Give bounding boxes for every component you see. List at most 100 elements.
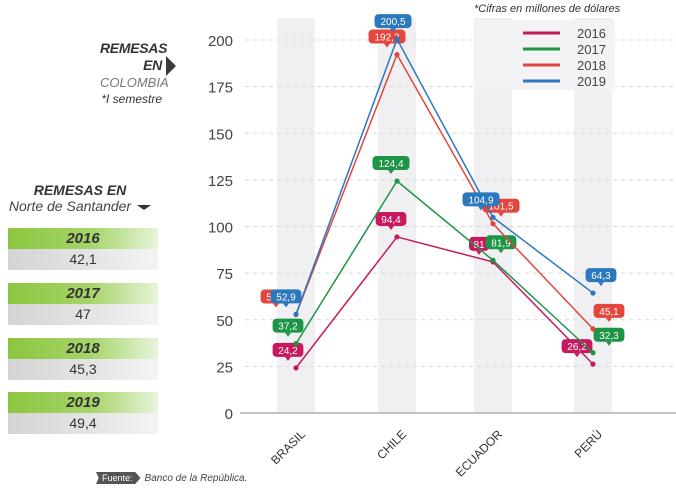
data-label-text: 45,1 xyxy=(599,307,619,318)
data-point xyxy=(394,36,400,42)
year-box-2017: 2017 47 xyxy=(8,283,158,325)
data-label-text: 24,2 xyxy=(278,346,298,357)
year-box-2018: 2018 45,3 xyxy=(8,338,158,380)
data-label-bg xyxy=(372,155,410,170)
series-line-2016 xyxy=(295,236,594,369)
units-note: *Cifras en millones de dólares xyxy=(474,3,621,15)
data-label-bg xyxy=(469,236,489,251)
data-point xyxy=(293,311,299,317)
year-box-2016: 2016 42,1 xyxy=(8,228,158,270)
data-point xyxy=(590,290,596,296)
x-tick-label: CHILE xyxy=(374,427,409,462)
data-label-bg xyxy=(272,318,304,333)
data-label-pointer xyxy=(388,169,394,174)
data-label-text: 94,4 xyxy=(381,215,401,226)
data-label-text: 26,2 xyxy=(567,342,587,353)
data-label-bg xyxy=(485,235,517,250)
data-label-text: 52,9 xyxy=(276,292,296,303)
data-point xyxy=(293,341,299,347)
x-tick-label: ECUADOR xyxy=(453,427,506,480)
data-label-text: 64,3 xyxy=(591,271,611,282)
y-tick-label: 175 xyxy=(208,80,233,97)
data-point xyxy=(490,221,496,227)
year-value: 42,1 xyxy=(8,249,158,270)
data-label-pointer xyxy=(476,250,482,255)
year-label: 2016 xyxy=(8,228,158,249)
series-line-2019 xyxy=(295,37,594,315)
data-label-bg xyxy=(462,192,500,207)
data-label-text: 200,5 xyxy=(380,17,405,28)
legend-label-2018: 2018 xyxy=(577,58,606,73)
data-point xyxy=(490,214,496,220)
year-value: 47 xyxy=(8,304,158,325)
data-label-pointer xyxy=(384,43,390,48)
colombia-header: REMESAS EN COLOMBIA *I semestre xyxy=(100,40,169,108)
data-label-2019: 200,5 xyxy=(374,14,412,33)
legend-label-2016: 2016 xyxy=(577,26,606,41)
data-label-pointer xyxy=(498,212,504,217)
data-label-pointer xyxy=(285,356,291,361)
colombia-header-line1: REMESAS xyxy=(100,40,168,56)
x-tick-label: BRASIL xyxy=(268,427,308,467)
norte-santander-subtitle: Norte de Santander xyxy=(8,198,132,214)
data-point xyxy=(590,350,596,356)
data-label-2017: 37,2 xyxy=(272,318,304,337)
series-line-2017 xyxy=(295,179,594,354)
data-point xyxy=(590,326,596,332)
data-label-2016: 81 xyxy=(469,236,489,255)
year-value: 49,4 xyxy=(8,413,158,434)
data-label-pointer xyxy=(574,353,580,358)
data-point xyxy=(394,234,400,240)
data-label-text: 81,9 xyxy=(491,238,511,249)
colombia-header-note: *I semestre xyxy=(101,92,162,106)
data-label-bg xyxy=(374,14,412,29)
data-label-pointer xyxy=(285,332,291,337)
data-label-pointer xyxy=(606,317,612,322)
source-footer: Fuente: Banco de la República. xyxy=(96,472,247,484)
data-point xyxy=(394,51,400,58)
data-label-2019: 52,9 xyxy=(270,289,302,308)
data-label-text: 101,5 xyxy=(488,202,513,213)
data-label-2017: 124,4 xyxy=(372,155,410,174)
data-label-bg xyxy=(375,211,407,226)
year-label: 2018 xyxy=(8,338,158,359)
data-label-pointer xyxy=(390,28,396,33)
caret-down-icon xyxy=(137,204,152,210)
arrow-right-icon xyxy=(166,56,176,76)
data-label-pointer xyxy=(273,303,279,308)
data-label-pointer xyxy=(388,225,394,230)
data-label-2019: 104,9 xyxy=(462,192,500,211)
data-point xyxy=(394,178,400,184)
data-label-pointer xyxy=(598,282,604,287)
y-tick-label: 100 xyxy=(208,220,233,237)
source-label: Fuente: xyxy=(96,472,141,484)
data-label-2019: 64,3 xyxy=(585,268,617,287)
y-tick-label: 125 xyxy=(208,173,233,190)
year-label: 2017 xyxy=(8,283,158,304)
data-label-text: 124,4 xyxy=(378,159,403,170)
y-tick-label: 150 xyxy=(208,126,233,143)
data-label-2017: 32,3 xyxy=(593,327,625,346)
y-tick-label: 200 xyxy=(208,33,233,50)
data-point xyxy=(490,257,496,263)
data-label-text: 104,9 xyxy=(468,195,493,206)
colombia-header-line2: EN xyxy=(143,57,162,73)
data-label-2017: 81,9 xyxy=(485,235,517,254)
data-label-2018: 45,1 xyxy=(593,303,625,322)
data-label-bg xyxy=(270,289,302,304)
year-value: 45,3 xyxy=(8,359,158,380)
data-label-pointer xyxy=(478,206,484,211)
year-box-2019: 2019 49,4 xyxy=(8,392,158,434)
data-label-bg xyxy=(561,339,593,354)
data-label-pointer xyxy=(498,249,504,254)
data-label-2016: 24,2 xyxy=(272,342,304,361)
y-tick-label: 75 xyxy=(216,266,233,283)
y-tick-label: 0 xyxy=(225,406,233,423)
data-label-text: 32,3 xyxy=(599,331,619,342)
data-label-text: 192,2 xyxy=(374,33,399,44)
norte-santander-header: REMESAS EN Norte de Santander xyxy=(0,182,160,214)
data-label-bg xyxy=(272,342,304,357)
y-tick-label: 25 xyxy=(216,359,233,376)
y-tick-label: 50 xyxy=(216,313,233,330)
